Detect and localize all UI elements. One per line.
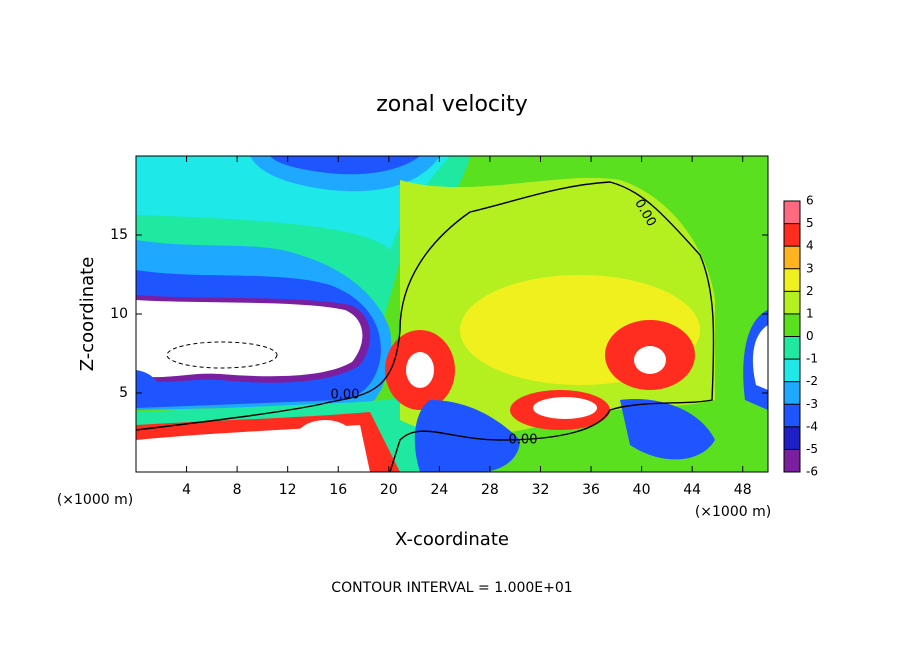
colorbar-tick-label: 0 xyxy=(806,329,814,343)
field-region xyxy=(136,370,160,398)
contour-label: 0.00 xyxy=(331,388,360,403)
field-region xyxy=(752,325,768,390)
x-tick-label: 40 xyxy=(633,482,651,498)
colorbar-swatch xyxy=(784,426,800,450)
colorbar-swatch xyxy=(784,359,800,382)
colorbar-tick-label: 6 xyxy=(806,194,814,208)
colorbar-swatch xyxy=(784,404,800,427)
y-axis-label: Z-coordinate xyxy=(77,257,98,372)
contour-label: 0.00 xyxy=(509,433,538,448)
colorbar-tick-label: -3 xyxy=(806,397,818,411)
colorbar-swatch xyxy=(784,336,800,360)
colorbar-swatch xyxy=(784,246,800,269)
field-region xyxy=(620,399,715,460)
contour-line xyxy=(166,341,278,369)
x-tick-label: 24 xyxy=(430,482,448,498)
x-tick-label: 16 xyxy=(329,482,347,498)
x-axis-label: X-coordinate xyxy=(395,529,509,550)
y-tick-label: 10 xyxy=(110,306,128,322)
x-tick-label: 44 xyxy=(683,482,701,498)
colorbar-tick-label: 2 xyxy=(806,284,814,298)
colorbar-tick-label: -1 xyxy=(806,352,818,366)
x-tick-label: 8 xyxy=(233,482,242,498)
field-region xyxy=(533,397,597,419)
colorbar-swatch xyxy=(784,268,800,292)
colorbar-swatch xyxy=(784,313,800,337)
chart-title: zonal velocity xyxy=(376,92,528,117)
contour-line xyxy=(136,181,715,472)
field-region xyxy=(414,400,520,472)
x-tick-label: 12 xyxy=(279,482,297,498)
colorbar-tick-label: 3 xyxy=(806,261,814,275)
colorbar-tick-label: -2 xyxy=(806,374,818,388)
colorbar-tick-label: -4 xyxy=(806,419,818,433)
field xyxy=(136,156,768,472)
colorbar-tick-label: 4 xyxy=(806,239,814,253)
y-tick-label: 5 xyxy=(119,385,128,401)
colorbar-swatch xyxy=(784,449,800,472)
colorbar-tick-label: -5 xyxy=(806,442,818,456)
colorbar-tick-label: -6 xyxy=(806,465,818,479)
colorbar-swatch xyxy=(784,381,800,405)
field-region xyxy=(634,346,666,374)
colorbar-swatch xyxy=(784,291,800,314)
x-tick-label: 28 xyxy=(481,482,499,498)
x-tick-label: 48 xyxy=(734,482,752,498)
field-region xyxy=(270,156,420,175)
field-region xyxy=(295,420,355,460)
x-tick-label: 32 xyxy=(532,482,550,498)
x-tick-label: 20 xyxy=(380,482,398,498)
footer-note: CONTOUR INTERVAL = 1.000E+01 xyxy=(331,580,572,596)
x-unit: (×1000 m) xyxy=(695,504,771,520)
x-unit: (×1000 m) xyxy=(57,492,133,508)
colorbar-swatch xyxy=(784,201,800,224)
colorbar-tick-label: 5 xyxy=(806,216,814,230)
x-tick-label: 4 xyxy=(182,482,191,498)
colorbar-tick-label: 1 xyxy=(806,306,814,320)
colorbar-swatch xyxy=(784,223,800,247)
field-region xyxy=(406,352,434,388)
x-tick-label: 36 xyxy=(582,482,600,498)
y-tick-label: 15 xyxy=(110,227,128,243)
field-region xyxy=(136,300,363,378)
